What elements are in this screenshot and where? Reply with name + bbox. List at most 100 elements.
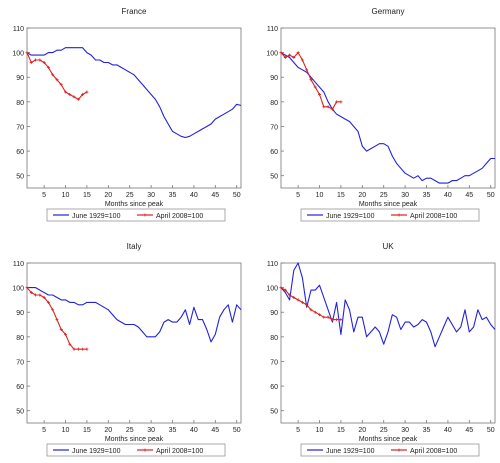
data-point-marker — [326, 315, 330, 319]
y-tick-label: 60 — [16, 149, 24, 156]
series-line-june-1929 — [26, 47, 242, 139]
data-point-marker — [288, 53, 292, 57]
y-tick-label: 60 — [16, 384, 24, 391]
data-point-marker — [305, 303, 309, 307]
data-point-marker — [326, 105, 330, 109]
y-tick-label: 60 — [270, 384, 278, 391]
x-tick-label: 10 — [316, 192, 324, 199]
data-point-marker — [38, 293, 42, 297]
legend-label: April 2008=100 — [410, 213, 457, 220]
y-tick-label: 80 — [270, 100, 278, 107]
data-point-marker — [59, 83, 63, 87]
data-point-marker — [322, 315, 326, 319]
y-tick-label: 50 — [270, 409, 278, 416]
x-tick-label: 40 — [444, 427, 452, 434]
data-point-marker — [34, 58, 38, 62]
y-tick-label: 110 — [13, 261, 24, 268]
x-axis-label: Months since peak — [105, 201, 164, 208]
x-tick-label: 45 — [211, 192, 219, 199]
y-tick-label: 90 — [270, 310, 278, 317]
data-point-marker — [51, 308, 55, 312]
x-tick-label: 25 — [380, 427, 388, 434]
data-point-marker — [55, 78, 59, 82]
legend-box — [46, 443, 226, 457]
plot-frame — [280, 262, 496, 424]
data-point-marker — [292, 295, 296, 299]
legend-label: April 2008=100 — [156, 448, 203, 455]
x-tick-label: 50 — [487, 192, 495, 199]
data-point-marker — [339, 100, 343, 104]
data-point-marker — [288, 293, 292, 297]
x-tick-label: 25 — [126, 192, 134, 199]
x-tick-label: 20 — [104, 192, 112, 199]
data-point-marker — [51, 73, 55, 77]
x-tick-label: 15 — [337, 427, 345, 434]
data-point-marker — [29, 291, 33, 295]
x-tick-label: 45 — [465, 427, 473, 434]
x-tick-label: 30 — [401, 427, 409, 434]
x-tick-label: 30 — [147, 192, 155, 199]
data-point-marker — [38, 58, 42, 62]
x-axis-label: Months since peak — [359, 436, 418, 443]
data-point-marker — [283, 288, 287, 292]
data-point-marker — [313, 310, 317, 314]
y-tick-label: 100 — [266, 286, 278, 293]
series-line-june-1929 — [280, 52, 495, 184]
x-tick-label: 35 — [169, 192, 177, 199]
x-tick-label: 40 — [190, 427, 198, 434]
data-point-marker — [335, 100, 339, 104]
data-point-marker — [76, 97, 80, 101]
x-axis-label: Months since peak — [359, 201, 418, 208]
chart-title: UK — [382, 242, 394, 251]
x-tick-label: 5 — [42, 427, 46, 434]
data-point-marker — [300, 58, 304, 62]
x-tick-label: 25 — [380, 192, 388, 199]
chart-panel-italy: Italy 50 60 70 80 90 100 110 5 10 15 20 25 30 35 40 45 50… — [12, 242, 242, 457]
x-tick-label: 35 — [423, 192, 431, 199]
legend-label: June 1929=100 — [72, 213, 121, 220]
data-point-marker — [64, 332, 68, 336]
x-tick-label: 30 — [401, 192, 409, 199]
chart-panel-uk: UK 50 60 70 80 90 100 110 5 10 15 20 25 30 35 40 45 50 Mon… — [266, 242, 496, 457]
chart-panel-france: France 50 60 70 80 90 100 110 5 10 15 20 25 30 35 40 45 5… — [12, 7, 242, 222]
data-point-marker — [25, 51, 29, 55]
data-point-marker — [42, 295, 46, 299]
data-point-marker — [64, 90, 68, 94]
data-point-marker — [76, 347, 80, 351]
data-point-marker — [283, 56, 287, 60]
y-tick-label: 70 — [270, 359, 278, 366]
data-point-marker — [46, 65, 50, 69]
data-point-marker — [68, 342, 72, 346]
x-tick-label: 25 — [126, 427, 134, 434]
y-tick-label: 50 — [16, 174, 24, 181]
data-point-marker — [292, 56, 296, 60]
x-tick-label: 35 — [169, 427, 177, 434]
y-tick-label: 90 — [16, 75, 24, 82]
x-tick-label: 10 — [316, 427, 324, 434]
data-point-marker — [85, 90, 89, 94]
x-tick-label: 10 — [62, 427, 70, 434]
x-tick-label: 20 — [358, 192, 366, 199]
data-point-marker — [34, 293, 38, 297]
x-tick-label: 20 — [104, 427, 112, 434]
data-point-marker — [322, 105, 326, 109]
y-tick-label: 100 — [12, 286, 24, 293]
y-tick-label: 100 — [266, 51, 278, 58]
chart-panel-germany: Germany 50 60 70 80 90 100 110 5 10 15 20 25 30 35 40 45… — [266, 7, 496, 222]
data-point-marker — [305, 68, 309, 72]
x-tick-label: 40 — [444, 192, 452, 199]
y-tick-label: 110 — [267, 261, 278, 268]
legend-label: April 2008=100 — [410, 448, 457, 455]
data-point-marker — [46, 300, 50, 304]
chart-title: France — [122, 7, 147, 16]
data-point-marker — [81, 347, 85, 351]
y-tick-label: 70 — [270, 124, 278, 131]
data-point-marker — [68, 92, 72, 96]
plot-frame — [280, 27, 496, 189]
legend-marker — [397, 448, 401, 452]
x-tick-label: 5 — [42, 192, 46, 199]
x-tick-label: 40 — [190, 192, 198, 199]
data-point-marker — [59, 327, 63, 331]
x-tick-label: 45 — [465, 192, 473, 199]
